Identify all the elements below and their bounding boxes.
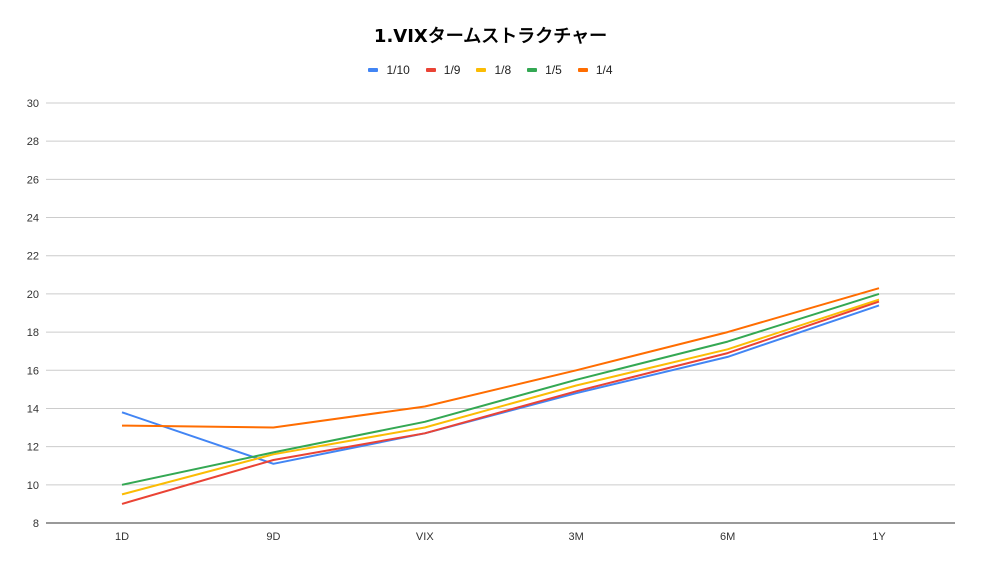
y-tick-label: 8 xyxy=(33,518,39,530)
legend-swatch xyxy=(476,68,487,72)
x-tick-label: 3M xyxy=(569,531,584,543)
y-tick-label: 30 xyxy=(27,98,39,110)
legend-item: 1/5 xyxy=(527,63,562,77)
legend-item: 1/10 xyxy=(368,63,410,77)
legend-swatch xyxy=(368,68,379,72)
series-lines xyxy=(121,287,880,505)
series-line-1-4 xyxy=(121,287,880,429)
legend-item: 1/4 xyxy=(577,63,613,77)
legend-label: 1/8 xyxy=(494,63,512,77)
y-tick-label: 20 xyxy=(27,289,39,301)
series-line-1-5 xyxy=(121,292,880,486)
legend-label: 1/4 xyxy=(595,63,613,77)
legend-swatch xyxy=(577,68,588,72)
legend-swatch xyxy=(527,68,538,72)
y-tick-label: 26 xyxy=(27,174,39,186)
legend-label: 1/10 xyxy=(386,63,410,77)
legend-item: 1/8 xyxy=(476,63,511,77)
y-tick-label: 14 xyxy=(27,403,39,415)
legend: 1/10 1/9 1/8 1/5 1/4 xyxy=(0,63,981,77)
y-tick-label: 28 xyxy=(27,136,39,148)
series-line-1-9 xyxy=(121,300,880,505)
legend-label: 1/5 xyxy=(545,63,562,77)
x-tick-label: 6M xyxy=(720,531,735,543)
y-tick-label: 18 xyxy=(27,327,39,339)
chart-title: 1.VIXタームストラクチャー xyxy=(373,26,608,47)
x-tick-label: VIX xyxy=(416,531,434,543)
legend-swatch xyxy=(425,68,436,72)
y-tick-label: 10 xyxy=(27,480,39,492)
x-tick-label: 1D xyxy=(115,531,129,543)
series-line-1-8 xyxy=(121,298,880,496)
x-tick-label: 9D xyxy=(266,531,280,543)
y-tick-label: 22 xyxy=(27,251,39,263)
x-tick-label: 1Y xyxy=(872,531,886,543)
legend-item: 1/9 xyxy=(425,63,461,77)
y-axis: 8 10 12 14 16 18 20 22 24 26 28 30 xyxy=(27,98,39,530)
x-axis: 1D 9D VIX 3M 6M 1Y xyxy=(115,531,886,543)
y-tick-label: 24 xyxy=(27,213,39,225)
y-tick-label: 16 xyxy=(27,365,39,377)
y-tick-label: 12 xyxy=(27,442,39,454)
legend-label: 1/9 xyxy=(443,63,461,77)
